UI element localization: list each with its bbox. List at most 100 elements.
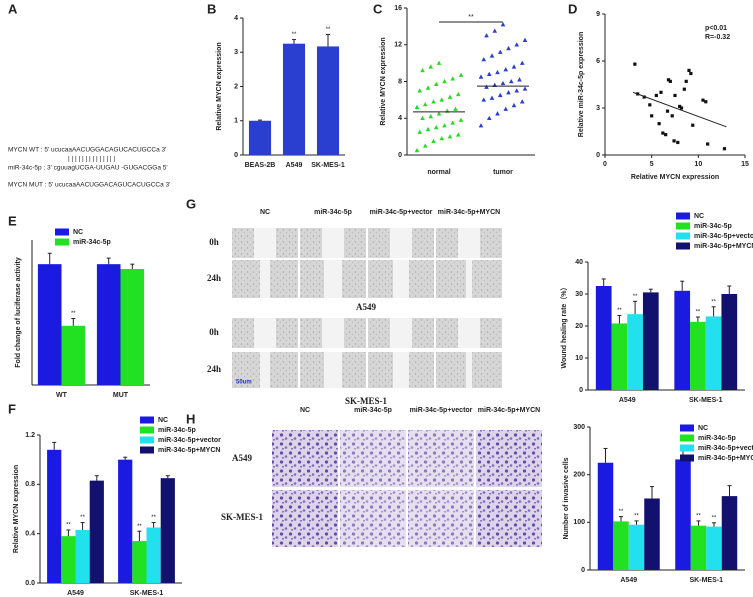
bar — [705, 316, 722, 390]
x-tick-label: A549 — [619, 397, 636, 404]
y-tick-label: 0 — [579, 387, 583, 394]
data-point — [497, 92, 503, 98]
invasion-image — [272, 430, 338, 487]
significance-label: ** — [617, 308, 622, 314]
x-tick-label: A549 — [620, 577, 637, 584]
bar — [611, 323, 628, 390]
legend-label: miR-34c-5p+vector — [694, 233, 753, 240]
bar — [248, 120, 272, 155]
x-tick-label: tumor — [493, 169, 513, 176]
legend-swatch — [676, 232, 690, 240]
y-axis-label: Relative MYCN expression — [13, 465, 20, 553]
significance-label: ** — [66, 523, 71, 529]
invasion-image — [340, 490, 406, 547]
data-point — [519, 60, 525, 65]
image-column-label: miR-34c-5p+vector — [410, 407, 473, 414]
x-tick-label: SK-MES-1 — [689, 397, 723, 404]
legend-label: miR-34c-5p+MYCN — [158, 447, 220, 454]
y-tick-label: 3 — [234, 49, 238, 56]
data-point — [514, 42, 520, 47]
wound-gap — [324, 352, 342, 388]
image-column-label: miR-34c-5p — [354, 407, 392, 414]
legend-swatch — [676, 222, 690, 230]
image-column-label: NC — [300, 407, 310, 414]
cell-line-label: A549 — [232, 453, 252, 463]
bar — [721, 496, 738, 570]
data-point — [511, 64, 517, 69]
x-tick-label: A549 — [286, 162, 303, 169]
data-point — [433, 81, 439, 87]
x-tick-label: SK-MES-1 — [690, 577, 724, 584]
data-point — [506, 45, 511, 51]
significance-label: ** — [151, 515, 156, 521]
time-label: 0h — [209, 327, 219, 337]
x-tick-label: 10 — [694, 161, 702, 168]
wound-gap — [254, 318, 276, 348]
invasion-image — [340, 430, 406, 487]
data-point — [489, 53, 495, 58]
x-tick-label: 5 — [650, 161, 654, 168]
data-point — [481, 56, 487, 62]
data-point — [439, 97, 445, 102]
data-point — [519, 99, 525, 104]
y-axis-label: Relative MYCN expression — [380, 37, 387, 125]
y-tick-label: 0 — [596, 152, 600, 159]
data-point — [478, 123, 484, 128]
data-point — [679, 106, 684, 110]
legend-label: NC — [694, 213, 704, 220]
data-point — [447, 94, 453, 99]
legend-swatch — [680, 434, 694, 442]
data-point — [701, 98, 705, 102]
significance-label: ** — [137, 524, 142, 530]
invasion-image — [476, 430, 542, 487]
bar — [316, 46, 340, 155]
y-axis-label: Fold change of luciferase activity — [15, 257, 22, 368]
data-point — [420, 115, 425, 121]
data-point — [672, 139, 676, 143]
data-point — [492, 28, 498, 33]
data-point — [431, 99, 436, 104]
time-label: 0h — [209, 237, 219, 247]
sequence-wt: MYCN WT : 5' ucucaaAACUGGACAGUCACUGCCa 3… — [8, 147, 166, 154]
data-point — [414, 147, 420, 153]
legend-swatch — [676, 242, 690, 250]
bar — [89, 480, 104, 583]
data-point — [506, 90, 511, 95]
data-point — [517, 77, 522, 82]
wound-gap — [466, 352, 472, 388]
y-axis-label: Wound healing rate（%） — [560, 283, 568, 368]
y-tick-label: 30 — [575, 291, 583, 298]
wound-gap — [324, 260, 342, 298]
image-column-label: miR-34c-5p+MYCN — [438, 209, 500, 216]
legend-label: miR-34c-5p — [158, 427, 196, 434]
bar — [75, 529, 90, 583]
wound-gap — [322, 228, 344, 258]
significance-label: ** — [292, 32, 297, 38]
x-tick-label: MUT — [113, 392, 129, 399]
image-column-label: miR-34c-5p+vector — [370, 209, 433, 216]
invasion-image — [272, 490, 338, 547]
significance-label: ** — [711, 299, 716, 305]
x-tick-label: SK-MES-1 — [130, 590, 164, 597]
x-tick-label: A549 — [67, 590, 84, 597]
bar — [282, 43, 306, 155]
panel-letter: E — [8, 213, 17, 228]
data-point — [661, 131, 665, 135]
significance-label: ** — [468, 14, 474, 21]
bar — [706, 526, 722, 570]
panel-letter: D — [568, 1, 577, 16]
y-axis-label: Number of invasive cells — [563, 457, 570, 539]
data-point — [522, 86, 528, 91]
significance-label: ** — [712, 515, 717, 521]
time-label: 24h — [207, 364, 221, 374]
scale-label: 50um — [236, 380, 252, 386]
bar — [61, 536, 76, 583]
legend-swatch — [140, 436, 154, 444]
data-point — [414, 104, 420, 110]
x-axis-label: Relative MYCN expression — [631, 174, 719, 181]
data-point — [659, 90, 663, 94]
significance-label: ** — [696, 513, 701, 519]
legend-label: miR-34c-5p — [698, 435, 736, 442]
wound-gap — [254, 228, 276, 258]
y-tick-label: 40 — [575, 259, 583, 266]
